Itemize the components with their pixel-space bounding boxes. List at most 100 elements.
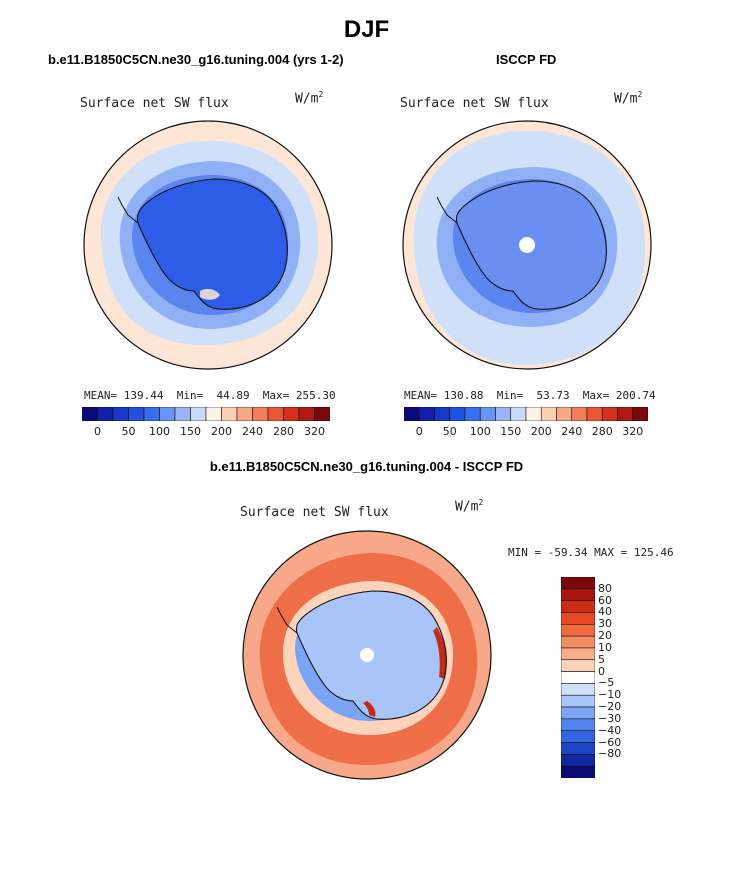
panel-1-units: W/m2	[295, 90, 324, 107]
colorbar-tick-label: −10	[598, 688, 622, 702]
colorbar-tick-label: 0	[94, 425, 101, 438]
panel-3-variable: Surface net SW flux	[240, 505, 389, 520]
antarctica-fill	[137, 179, 288, 310]
panel-3-stats: MIN = -59.34 MAX = 125.46	[508, 546, 674, 559]
difference-title: b.e11.B1850C5CN.ne30_g16.tuning.004 - IS…	[209, 459, 524, 474]
colorbar-swatch	[561, 623, 595, 637]
colorbar-swatch	[561, 659, 595, 672]
colorbar-tick-label: 20	[598, 629, 612, 643]
colorbar-tick-label: −60	[598, 735, 622, 749]
colorbar-swatch	[112, 407, 129, 421]
coastal-red-east	[433, 627, 447, 679]
panel-2-title: ISCCP FD	[496, 52, 557, 67]
panel-1-variable: Surface net SW flux	[80, 96, 229, 111]
colorbar-swatch	[267, 407, 284, 421]
panel-1-title: b.e11.B1850C5CN.ne30_g16.tuning.004 (yrs…	[48, 52, 344, 67]
colorbar-tick-label: 320	[622, 425, 644, 438]
colorbar-tick-label: 100	[469, 425, 491, 438]
colorbar-tick-label: 280	[591, 425, 613, 438]
colorbar-swatch	[434, 407, 451, 421]
colorbar-swatch	[561, 706, 595, 720]
peninsula	[117, 196, 139, 224]
colorbar-swatch	[561, 600, 595, 613]
colorbar-tick-label: 200	[530, 425, 552, 438]
colorbar-tick-label: 10	[598, 640, 612, 654]
map-border	[83, 120, 333, 370]
colorbar-tick-label: 50	[442, 425, 457, 438]
colorbar-difference	[561, 577, 595, 778]
pole-hole	[519, 237, 535, 253]
panel-2-units: W/m2	[614, 90, 643, 107]
colorbar-tick-label: 50	[121, 425, 136, 438]
colorbar-tick-label: 0	[415, 425, 423, 438]
colorbar-swatch	[314, 407, 330, 421]
figure-title: DJF	[343, 16, 390, 43]
peninsula	[276, 606, 298, 634]
colorbar-swatch	[525, 407, 542, 421]
colorbar-tick-label: −30	[598, 711, 622, 725]
colorbar-swatch	[418, 407, 435, 421]
colorbar-swatch	[190, 407, 207, 421]
colorbar-swatch	[561, 730, 595, 743]
colorbar-panel-1	[82, 407, 330, 421]
colorbar-tick-label: 0	[598, 664, 605, 678]
colorbar-swatch	[128, 407, 145, 421]
colorbar-swatch	[561, 754, 595, 767]
colorbar-swatch	[571, 407, 588, 421]
panel-2-stats: MEAN= 130.88 Min= 53.73 Max= 200.74	[404, 389, 656, 402]
colorbar-tick-label: −80	[598, 747, 622, 761]
colorbar-swatch	[143, 407, 160, 421]
coastal-red-south	[363, 701, 376, 717]
colorbar-tick-label: 60	[598, 593, 612, 607]
panel-3-units: W/m2	[455, 498, 484, 515]
colorbar-swatch	[252, 407, 269, 421]
colorbar-swatch	[561, 577, 595, 590]
colorbar-tick-label: 150	[180, 425, 201, 438]
colorbar-swatch	[236, 407, 253, 421]
colorbar-tick-label: 30	[598, 617, 612, 631]
ice-shelf-patch	[200, 288, 220, 300]
map-border	[242, 530, 492, 780]
colorbar-swatch	[174, 407, 191, 421]
panel-1-stats: MEAN= 139.44 Min= 44.89 Max= 255.30	[84, 389, 336, 402]
colorbar-tick-label: 150	[500, 425, 522, 438]
colorbar-swatch	[586, 407, 603, 421]
colorbar-swatch	[561, 588, 595, 601]
peninsula	[436, 196, 458, 224]
colorbar-tick-label: 240	[561, 425, 583, 438]
colorbar-swatch	[561, 765, 595, 778]
map-border	[402, 120, 652, 370]
map-observation	[402, 120, 652, 370]
colorbar-swatch	[298, 407, 315, 421]
colorbar-swatch	[632, 407, 648, 421]
colorbar-swatch	[449, 407, 466, 421]
colorbar-swatch	[404, 407, 420, 421]
colorbar-tick-label: 100	[149, 425, 170, 438]
colorbar-tick-label: 80	[598, 581, 612, 595]
colorbar-swatch	[561, 742, 595, 755]
colorbar-swatch	[97, 407, 114, 421]
colorbar-tick-label: 320	[304, 425, 325, 438]
coastline	[136, 178, 288, 310]
colorbar-swatch	[159, 407, 176, 421]
colorbar-tick-label: 280	[273, 425, 294, 438]
colorbar-swatch	[561, 694, 595, 708]
coastline	[455, 180, 607, 310]
coastline	[295, 590, 447, 720]
colorbar-swatch	[464, 407, 481, 421]
colorbar-swatch	[510, 407, 527, 421]
colorbar-tick-label: 5	[598, 652, 605, 666]
colorbar-swatch	[205, 407, 222, 421]
colorbar-swatch	[561, 718, 595, 732]
colorbar-tick-label: −5	[598, 676, 615, 690]
colorbar-swatch	[221, 407, 238, 421]
colorbar-swatch	[479, 407, 496, 421]
panel-2-variable: Surface net SW flux	[400, 96, 549, 111]
colorbar-panel-2	[404, 407, 648, 421]
colorbar-swatch	[561, 683, 595, 696]
colorbar-swatch	[561, 635, 595, 649]
colorbar-panel-2-labels: 0 50 100 150 200 240 280 320	[404, 425, 648, 439]
colorbar-swatch	[601, 407, 618, 421]
colorbar-swatch	[617, 407, 634, 421]
colorbar-panel-1-labels: 0 50 100 150 200 240 280 320	[82, 425, 330, 439]
